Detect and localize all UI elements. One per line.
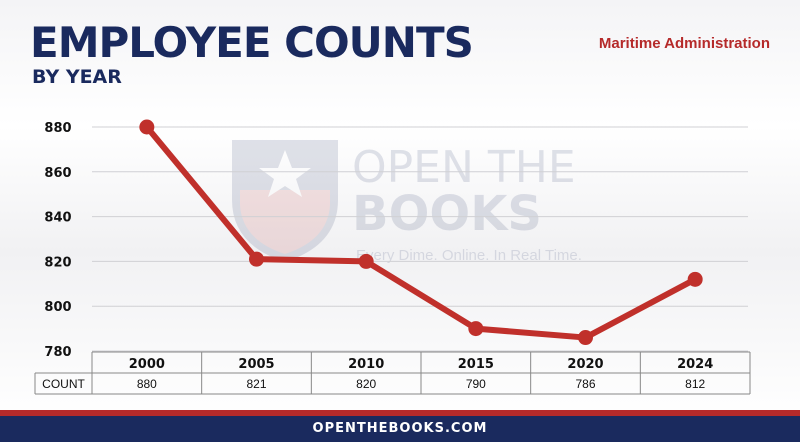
watermark: OPEN THEBOOKS Every Dime. Online. In Real… xyxy=(232,140,582,264)
agency-name: Maritime Administration xyxy=(598,35,770,52)
footer-stripe xyxy=(0,410,800,416)
table-value: 880 xyxy=(137,377,157,391)
x-tick-label: 2000 xyxy=(129,357,165,372)
data-point xyxy=(249,251,264,267)
series-line xyxy=(143,124,699,341)
table-value: 812 xyxy=(685,377,705,391)
watermark-shield-icon xyxy=(232,140,338,262)
table-row-label: COUNT xyxy=(42,377,85,391)
x-tick-label: 2024 xyxy=(677,357,713,372)
table-value: 786 xyxy=(575,377,595,391)
watermark-shield-stripes-icon xyxy=(240,190,330,254)
footer-bar: OPENTHEBOOKS.COM xyxy=(0,416,800,442)
page-title: EMPLOYEE COUNTS xyxy=(30,18,474,67)
data-point xyxy=(468,321,484,337)
y-tick-label: 840 xyxy=(44,211,71,226)
x-tick-label: 2010 xyxy=(348,357,384,372)
y-tick-label: 860 xyxy=(44,166,71,181)
y-tick-label: 820 xyxy=(44,255,71,270)
data-point xyxy=(578,330,593,346)
data-point xyxy=(687,271,703,287)
table-value: 820 xyxy=(356,377,376,391)
watermark-line1: OPEN THE xyxy=(352,142,576,193)
line-chart: OPEN THEBOOKS Every Dime. Online. In Real… xyxy=(34,119,751,395)
data-point xyxy=(358,253,374,269)
page-subtitle: BY YEAR xyxy=(32,66,122,88)
watermark-star-icon xyxy=(259,150,311,197)
y-tick-label: 800 xyxy=(44,300,71,315)
y-tick-label: 880 xyxy=(44,121,71,136)
table-value: 790 xyxy=(466,377,486,391)
x-tick-label: 2005 xyxy=(238,357,274,372)
footer-link[interactable]: OPENTHEBOOKS.COM xyxy=(312,421,488,436)
data-point xyxy=(139,119,155,135)
x-tick-label: 2020 xyxy=(567,357,603,372)
table-value: 821 xyxy=(246,377,266,391)
x-tick-label: 2015 xyxy=(458,357,494,372)
watermark-line2: BOOKS xyxy=(352,186,542,242)
watermark-tagline: Every Dime. Online. In Real Time. xyxy=(356,247,582,264)
background xyxy=(0,0,800,420)
y-tick-label: 780 xyxy=(44,345,71,360)
